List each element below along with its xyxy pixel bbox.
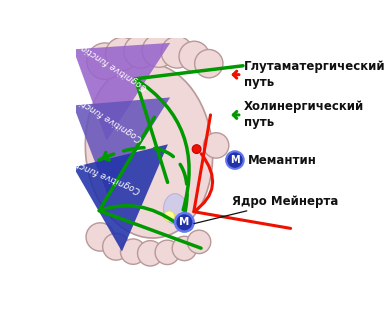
Circle shape <box>226 151 244 169</box>
FancyArrowPatch shape <box>73 144 168 251</box>
Circle shape <box>86 223 114 251</box>
Circle shape <box>87 43 124 80</box>
Ellipse shape <box>85 63 213 238</box>
FancyArrowPatch shape <box>194 115 291 228</box>
Circle shape <box>172 236 196 261</box>
Circle shape <box>185 223 193 230</box>
Circle shape <box>124 35 157 68</box>
Circle shape <box>164 211 174 222</box>
Circle shape <box>192 145 201 153</box>
Circle shape <box>105 37 139 70</box>
Ellipse shape <box>164 194 187 224</box>
Circle shape <box>161 36 193 68</box>
FancyArrowPatch shape <box>73 43 170 141</box>
FancyArrowPatch shape <box>135 66 243 210</box>
Circle shape <box>103 233 129 260</box>
Circle shape <box>203 133 229 158</box>
Circle shape <box>175 213 194 232</box>
FancyArrowPatch shape <box>99 117 201 248</box>
Circle shape <box>137 241 163 266</box>
Text: Cognitive function: Cognitive function <box>69 92 144 143</box>
Circle shape <box>120 239 146 264</box>
Circle shape <box>187 230 211 254</box>
Circle shape <box>155 240 179 265</box>
Text: Cognitive function: Cognitive function <box>75 39 149 91</box>
Text: Холинергический
путь: Холинергический путь <box>244 100 364 129</box>
Text: Глутаматергический
путь: Глутаматергический путь <box>244 60 386 89</box>
Text: Cognitive function: Cognitive function <box>63 153 142 194</box>
Text: M: M <box>179 217 190 227</box>
FancyArrowPatch shape <box>73 97 170 196</box>
Circle shape <box>142 34 175 67</box>
Text: M: M <box>230 155 240 165</box>
Circle shape <box>195 49 223 78</box>
Circle shape <box>176 220 184 228</box>
Text: Ядро Мейнерта: Ядро Мейнерта <box>194 195 339 223</box>
Circle shape <box>179 41 209 71</box>
Text: Мемантин: Мемантин <box>248 153 317 167</box>
